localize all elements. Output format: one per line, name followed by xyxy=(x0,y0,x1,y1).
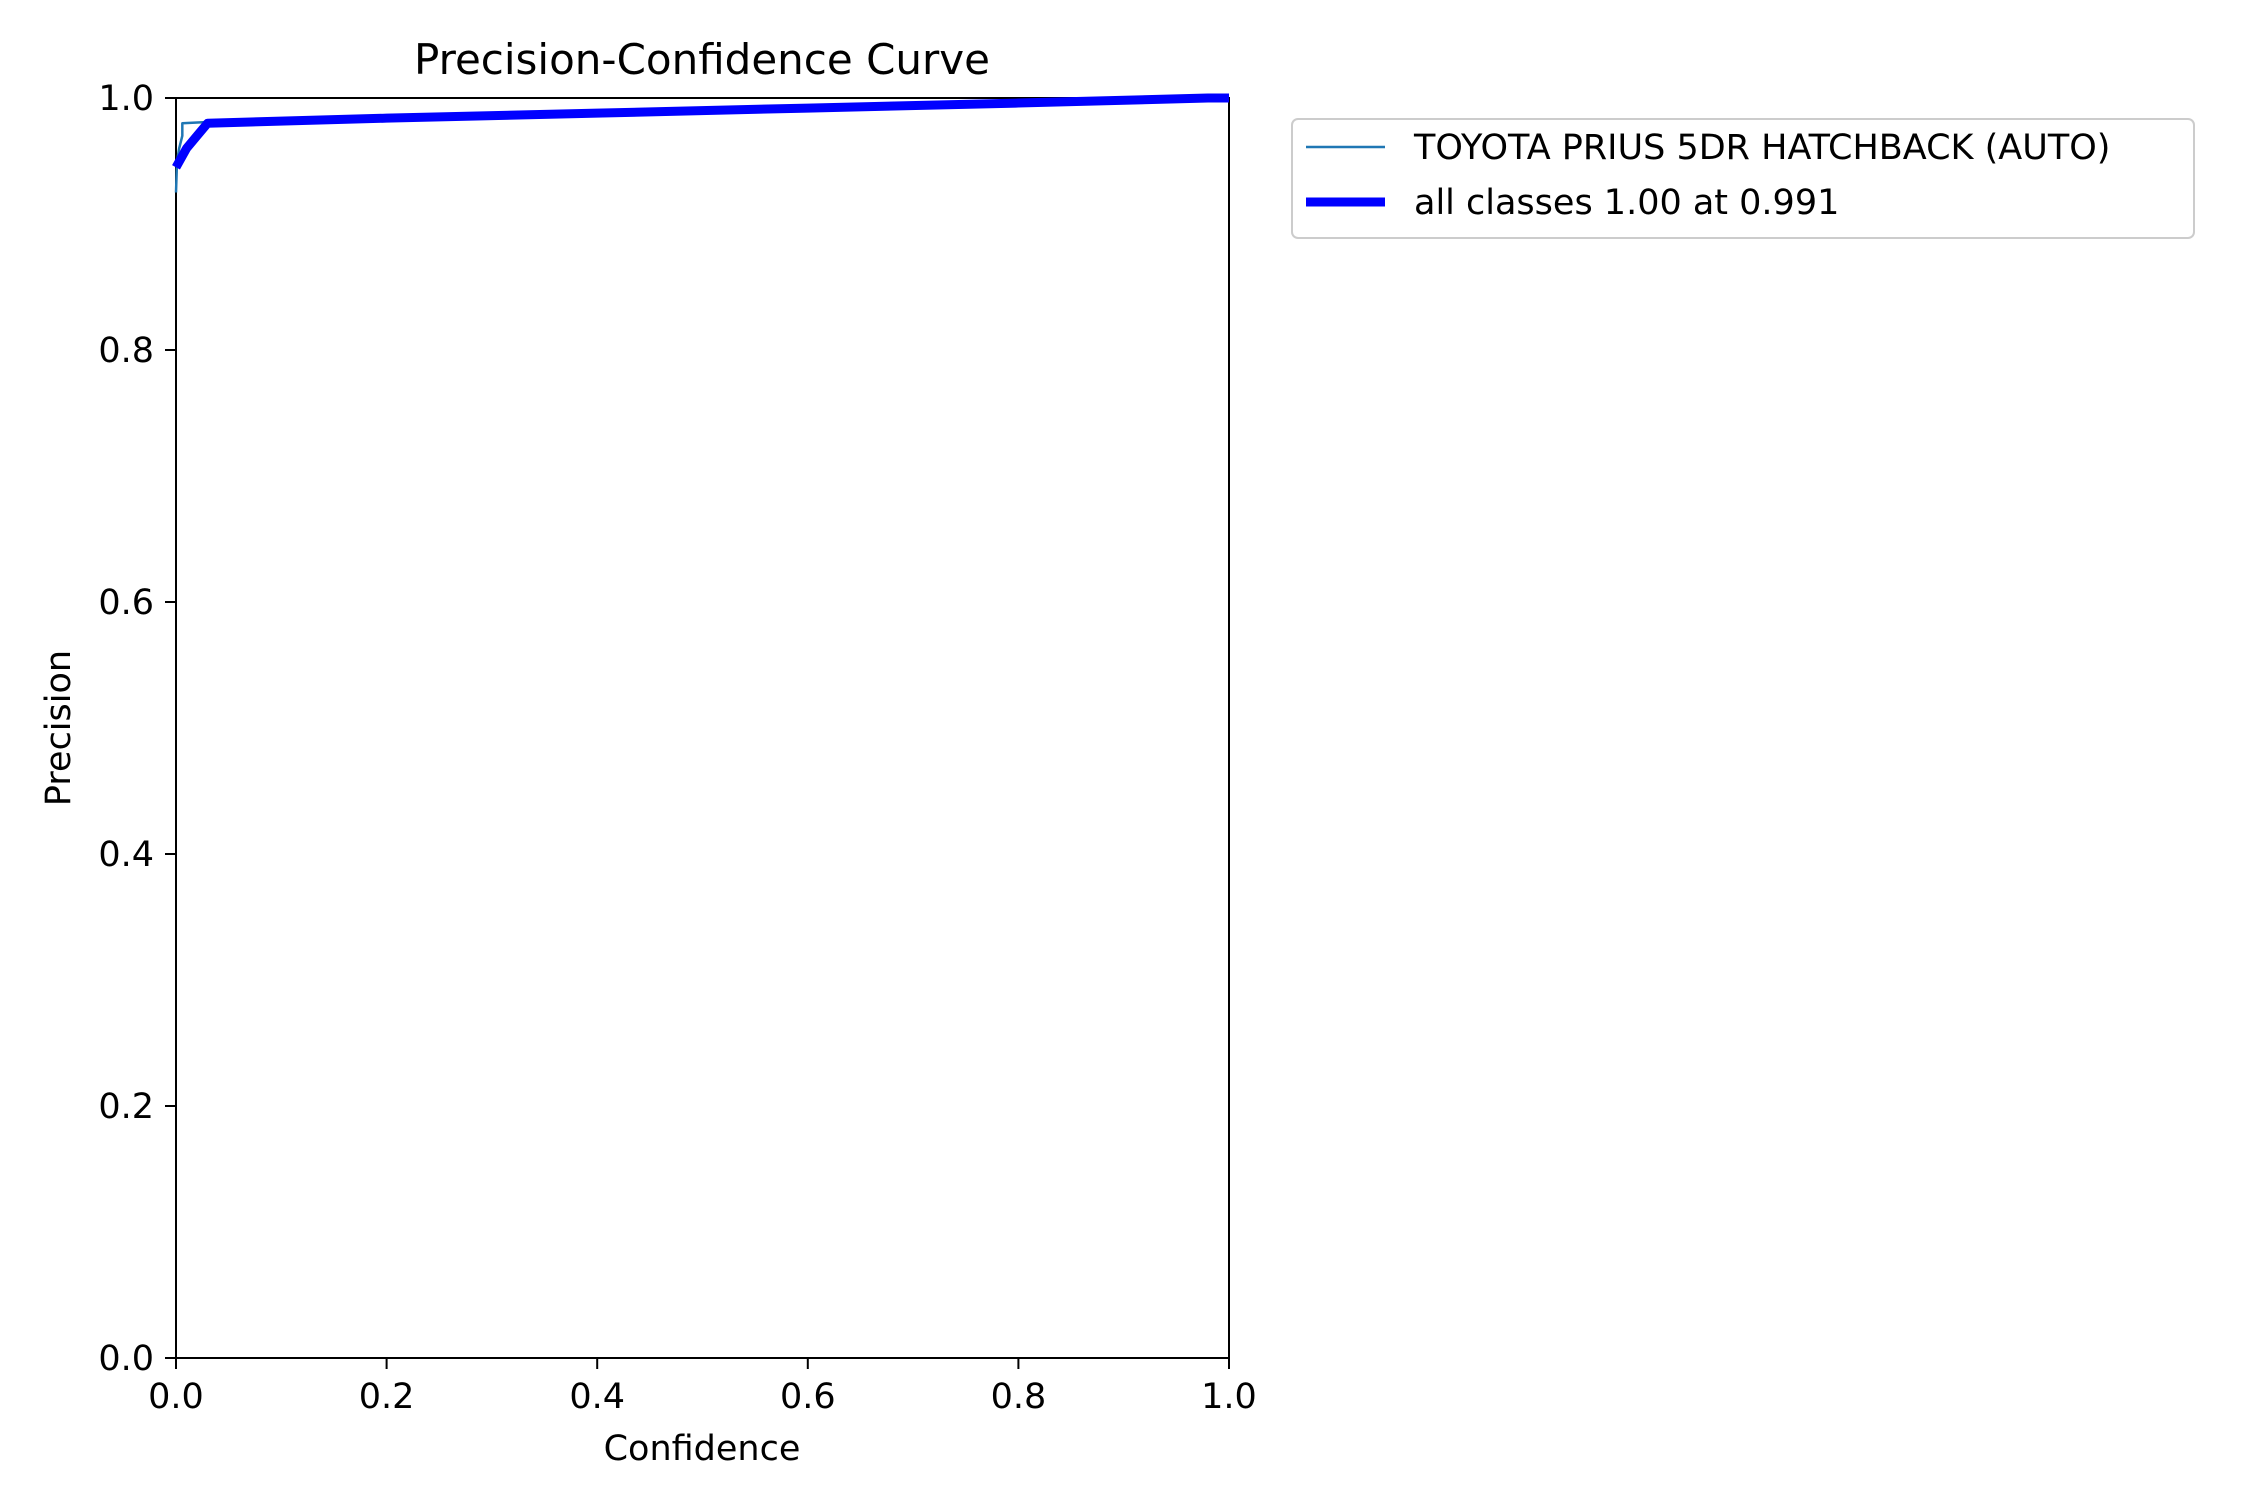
y-tick-label: 1.0 xyxy=(98,79,154,119)
series-line-all-classes xyxy=(172,93,1229,170)
y-tick-label: 0.8 xyxy=(98,331,154,371)
y-tick-label: 0.6 xyxy=(98,583,154,623)
legend-frame xyxy=(1291,118,2195,239)
plot-area xyxy=(172,93,1230,1359)
legend-label-all-classes: all classes 1.00 at 0.991 xyxy=(1414,183,1839,223)
x-axis-ticks: 0.0 0.2 0.4 0.6 0.8 1.0 xyxy=(148,1358,1257,1417)
x-axis-label: Confidence xyxy=(604,1429,801,1469)
x-tick-label: 0.0 xyxy=(148,1377,204,1417)
legend-label-toyota-prius: TOYOTA PRIUS 5DR HATCHBACK (AUTO) xyxy=(1413,128,2110,168)
legend: TOYOTA PRIUS 5DR HATCHBACK (AUTO) all cl… xyxy=(1291,118,2195,239)
x-tick-label: 0.2 xyxy=(359,1377,415,1417)
series-layer xyxy=(172,93,1229,193)
chart-title: Precision-Confidence Curve xyxy=(414,35,990,84)
x-tick-label: 1.0 xyxy=(1201,1377,1257,1417)
y-axis-label: Precision xyxy=(39,650,79,806)
x-tick-label: 0.4 xyxy=(569,1377,625,1417)
x-tick-label: 0.8 xyxy=(991,1377,1047,1417)
x-tick-label: 0.6 xyxy=(780,1377,836,1417)
axes-frame xyxy=(175,97,1230,1359)
y-tick-label: 0.0 xyxy=(98,1339,154,1379)
y-tick-label: 0.2 xyxy=(98,1087,154,1127)
y-axis-ticks: 0.0 0.2 0.4 0.6 0.8 1.0 xyxy=(98,79,176,1379)
y-tick-label: 0.4 xyxy=(98,835,154,875)
